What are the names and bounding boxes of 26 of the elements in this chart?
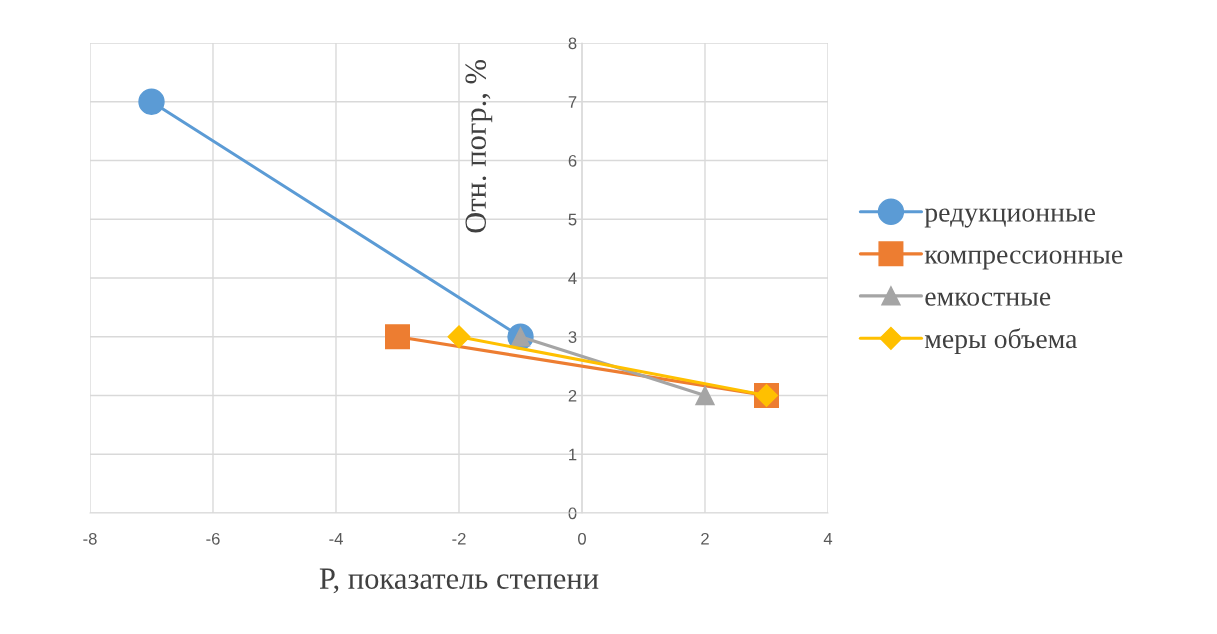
x-tick-label: 0 <box>578 532 586 545</box>
x-tick-label: -6 <box>206 532 220 545</box>
x-tick-label: 2 <box>701 532 709 545</box>
y-tick-label: 5 <box>568 213 577 226</box>
legend-label: емкостные <box>925 292 1051 306</box>
legend-label: меры объема <box>924 328 1078 354</box>
y-tick-label: 7 <box>568 96 577 108</box>
legend-label: редукционные <box>924 208 1095 228</box>
point <box>384 324 411 350</box>
y-tick-label: 1 <box>569 448 577 461</box>
point <box>138 88 165 115</box>
x-tick-label: -4 <box>329 533 343 545</box>
x-tick-label: -2 <box>452 532 466 545</box>
point <box>695 385 715 406</box>
y-tick-label: 2 <box>568 389 577 402</box>
y-tick-label: 4 <box>568 272 577 285</box>
y-tick-label: 3 <box>568 331 577 343</box>
point <box>447 325 471 349</box>
y-tick-label: 0 <box>568 507 577 520</box>
x-axis-title: P, показатель степени <box>319 568 599 594</box>
x-tick-label: -8 <box>83 532 97 545</box>
legend-label: компрессионные <box>924 250 1123 270</box>
y-tick-label: 6 <box>568 154 577 167</box>
x-tick-label: 4 <box>823 533 833 545</box>
y-axis-title: Отн. погр., % <box>465 60 493 233</box>
y-tick-label: 8 <box>568 37 577 50</box>
